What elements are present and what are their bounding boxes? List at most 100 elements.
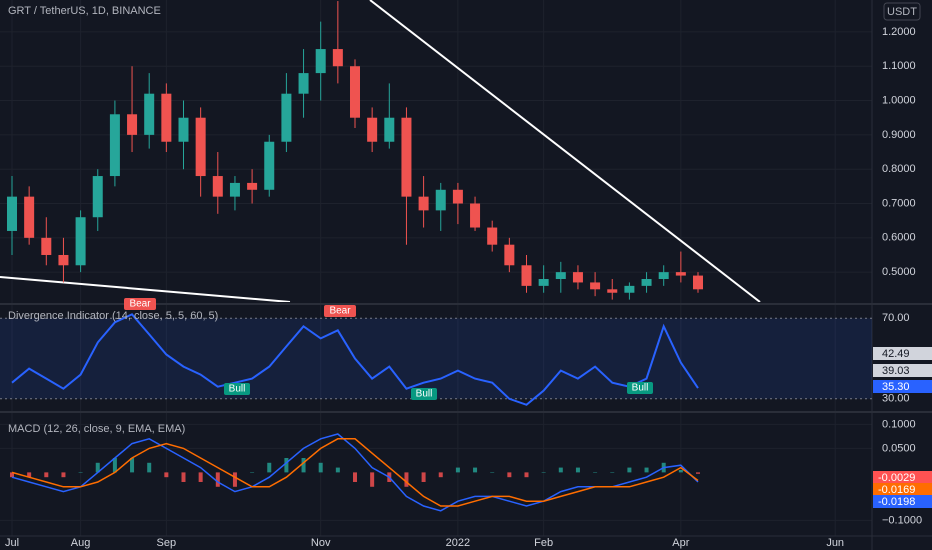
value-label: -0.0029 <box>878 472 915 484</box>
candle-body <box>641 279 652 286</box>
value-tag <box>873 483 932 496</box>
x-tick-label: Jul <box>5 537 19 549</box>
histogram-bar <box>147 462 152 473</box>
y-tick-label: 0.5000 <box>882 266 916 278</box>
histogram-bar <box>575 467 580 473</box>
labels: GRT / TetherUS, 1D, BINANCE USDT Diverge… <box>5 2 932 549</box>
candle-body <box>487 227 498 245</box>
bull-tag <box>627 382 653 394</box>
value-label: -0.0169 <box>878 484 915 496</box>
histogram-bar <box>10 472 14 478</box>
candle-body <box>298 73 309 94</box>
value-label: 39.03 <box>882 365 910 377</box>
histogram-bar <box>421 472 426 482</box>
divergence-pane <box>0 313 872 406</box>
candle-body <box>7 196 17 231</box>
candle-body <box>470 203 481 228</box>
histogram-bar <box>404 472 409 487</box>
bull-tag <box>411 388 437 400</box>
histogram-bar <box>78 472 83 473</box>
histogram-bar <box>438 472 443 478</box>
bull-label: Bull <box>632 383 649 394</box>
value-tag <box>873 495 932 508</box>
value-label: -0.0198 <box>878 496 915 508</box>
y-tick-label: 1.2000 <box>882 26 916 38</box>
currency-button[interactable] <box>883 2 921 21</box>
histogram-bar <box>250 472 255 473</box>
bear-label: Bear <box>329 306 351 317</box>
candle-body <box>109 114 120 177</box>
histogram-bar <box>44 472 49 478</box>
y-tick-label: 70.00 <box>882 312 910 324</box>
candle-body <box>144 93 155 135</box>
bear-label: Bear <box>129 299 151 310</box>
candle-body <box>435 189 446 211</box>
histogram-bar <box>627 467 632 473</box>
candle-body <box>693 275 703 290</box>
macd-line <box>11 433 699 512</box>
indicator-title: MACD (12, 26, close, 9, EMA, EMA) <box>8 423 185 435</box>
histogram-bar <box>164 472 169 478</box>
histogram-bar <box>232 472 237 487</box>
candle-body <box>332 49 343 67</box>
histogram-bar <box>130 457 135 473</box>
candle-body <box>58 254 69 266</box>
histogram-bar <box>541 472 546 473</box>
trend-line <box>369 0 761 302</box>
y-tick-label: 0.6000 <box>882 232 916 244</box>
y-tick-label: 0.1000 <box>882 418 916 430</box>
bear-tag <box>124 298 156 310</box>
y-tick-label: −0.1000 <box>882 514 922 526</box>
y-tick-label: 1.0000 <box>882 94 916 106</box>
price-pane <box>0 0 761 302</box>
histogram-bar <box>473 467 478 473</box>
indicator-line <box>11 313 699 406</box>
x-tick-label: 2022 <box>446 537 470 549</box>
candle-body <box>401 117 412 197</box>
candle-body <box>418 196 429 211</box>
candle-body <box>384 117 395 142</box>
candle-body <box>161 93 172 142</box>
candle-body <box>315 49 326 74</box>
indicator-title: Divergence Indicator (14, close, 5, 5, 6… <box>8 310 218 322</box>
bull-label: Bull <box>416 389 433 400</box>
candle-body <box>607 289 618 293</box>
y-tick-label: 0.0500 <box>882 442 916 454</box>
candle-body <box>538 279 549 286</box>
candle-body <box>247 182 258 190</box>
candle-body <box>658 272 669 280</box>
candle-body <box>75 217 86 266</box>
histogram-bar <box>507 472 512 478</box>
macd-pane <box>10 433 700 512</box>
candle-body <box>264 141 275 190</box>
histogram-bar <box>61 472 66 478</box>
value-tag <box>873 364 932 377</box>
candle-body <box>624 285 635 293</box>
y-tick-label: 0.8000 <box>882 163 916 175</box>
candle-body <box>590 282 601 290</box>
currency-label[interactable]: USDT <box>887 6 917 18</box>
y-tick-label: 1.1000 <box>882 60 916 72</box>
band <box>0 318 872 399</box>
bull-tag <box>224 383 250 395</box>
candle-body <box>521 265 532 286</box>
histogram-bar <box>455 467 460 473</box>
candle-body <box>555 272 566 280</box>
y-tick-label: 0.9000 <box>882 129 916 141</box>
value-label: 42.49 <box>882 348 910 360</box>
histogram-bar <box>95 462 100 473</box>
candle-body <box>178 117 189 142</box>
candle-body <box>281 93 292 142</box>
histogram-bar <box>370 472 375 487</box>
histogram-bar <box>696 472 700 474</box>
x-tick-label: Sep <box>157 537 177 549</box>
histogram-bar <box>558 467 563 473</box>
candle-body <box>452 189 463 204</box>
histogram-bar <box>610 472 615 473</box>
histogram-bar <box>318 462 323 473</box>
candle-body <box>24 196 35 238</box>
histogram-bar <box>593 472 598 473</box>
y-tick-label: 30.00 <box>882 393 910 405</box>
